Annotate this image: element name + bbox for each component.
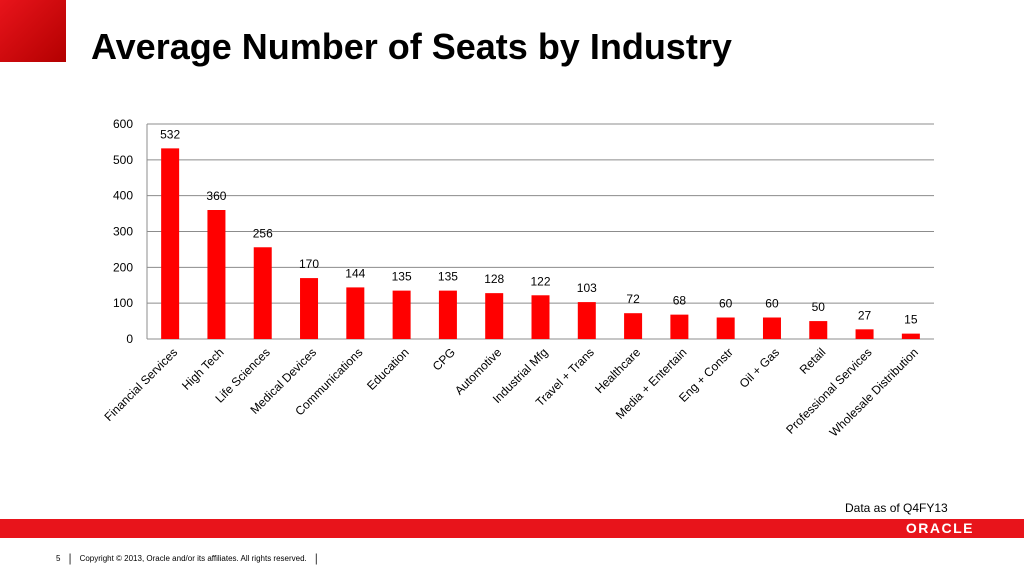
data-label: 60: [765, 297, 779, 311]
bar: [577, 302, 596, 339]
bar: [624, 313, 643, 339]
bar: [531, 295, 550, 339]
data-label: 122: [530, 274, 550, 288]
category-label: Education: [364, 345, 412, 393]
page-number: 5: [56, 553, 61, 563]
data-label: 15: [904, 313, 918, 327]
data-label: 50: [812, 300, 826, 314]
y-tick-label: 600: [113, 117, 133, 131]
data-label: 170: [299, 257, 319, 271]
brand-corner-square: [0, 0, 66, 62]
bar: [855, 329, 874, 339]
data-label: 532: [160, 127, 180, 141]
footer-separator-end: |: [314, 551, 318, 565]
footer-bar: 5 | Copyright © 2013, Oracle and/or its …: [0, 548, 326, 568]
bar: [716, 317, 735, 339]
y-tick-label: 400: [113, 189, 133, 203]
data-note: Data as of Q4FY13: [845, 501, 948, 515]
data-label: 135: [392, 270, 412, 284]
data-label: 103: [577, 281, 597, 295]
data-label: 144: [345, 266, 365, 280]
bar: [670, 314, 689, 339]
data-label: 128: [484, 272, 504, 286]
data-label: 360: [206, 189, 226, 203]
y-tick-label: 100: [113, 296, 133, 310]
oracle-logo: ORACLE: [905, 520, 974, 536]
category-label: Financial Services: [102, 345, 181, 424]
bar: [485, 293, 504, 339]
data-label: 256: [253, 226, 273, 240]
bar: [207, 210, 226, 339]
category-label: Wholesale Distribution: [827, 345, 921, 439]
footer-separator: |: [68, 551, 72, 565]
data-label: 68: [673, 294, 687, 308]
category-label: Professional Services: [783, 345, 874, 436]
category-label: High Tech: [179, 345, 226, 392]
bar: [253, 247, 272, 339]
bar: [901, 333, 920, 339]
bar: [762, 317, 781, 339]
bar: [809, 321, 828, 339]
y-tick-label: 200: [113, 260, 133, 274]
data-label: 135: [438, 270, 458, 284]
bar: [161, 148, 180, 339]
data-label: 60: [719, 297, 733, 311]
bar-chart: 0 100 200 300 400 500 600 532 Financial Services…: [102, 117, 934, 440]
y-tick-label: 300: [113, 225, 133, 239]
bar: [346, 287, 365, 339]
copyright-text: Copyright © 2013, Oracle and/or its affi…: [79, 553, 307, 563]
bar: [438, 290, 457, 339]
bar: [392, 290, 411, 339]
category-label: Oil + Gas: [737, 345, 783, 391]
y-tick-label: 500: [113, 153, 133, 167]
bar: [300, 278, 319, 339]
slide-title: Average Number of Seats by Industry: [91, 26, 732, 67]
footer-band: [0, 519, 1024, 538]
y-tick-label: 0: [126, 332, 133, 346]
data-label: 27: [858, 308, 872, 322]
category-label: Retail: [797, 345, 829, 377]
category-label: CPG: [430, 345, 458, 373]
data-label: 72: [626, 292, 640, 306]
